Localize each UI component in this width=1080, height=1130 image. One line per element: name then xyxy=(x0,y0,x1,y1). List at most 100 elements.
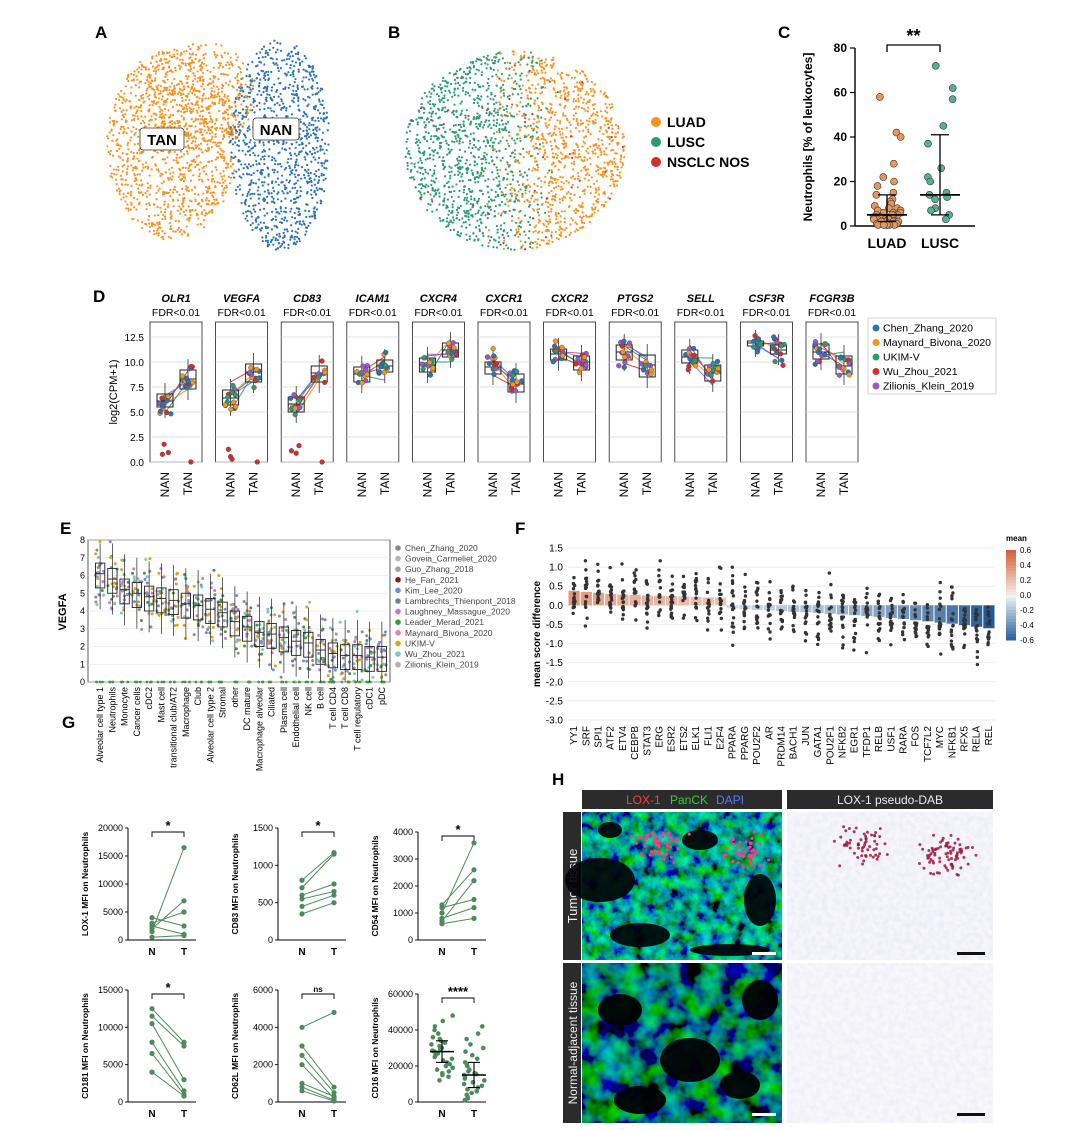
umap-point xyxy=(608,137,611,141)
umap-point xyxy=(200,122,203,125)
data-point xyxy=(583,362,589,368)
umap-point xyxy=(200,44,203,47)
umap-point xyxy=(134,94,137,97)
umap-point xyxy=(126,203,129,206)
data-point xyxy=(559,344,565,351)
umap-point xyxy=(159,57,162,61)
umap-point xyxy=(516,180,519,183)
umap-point xyxy=(187,68,190,71)
umap-point xyxy=(524,189,527,192)
umap-point xyxy=(469,202,472,206)
umap-point xyxy=(191,110,194,113)
umap-point xyxy=(302,122,305,125)
umap-point xyxy=(462,191,465,194)
umap-point xyxy=(294,77,297,81)
umap-point xyxy=(502,88,505,91)
umap-point xyxy=(188,98,191,101)
umap-point xyxy=(493,62,496,65)
umap-point xyxy=(608,197,611,200)
umap-point xyxy=(540,108,543,112)
umap-point xyxy=(184,103,187,107)
umap-point xyxy=(485,136,488,139)
umap-point xyxy=(261,56,264,59)
umap-point xyxy=(154,123,157,126)
y-tick-label: 20 xyxy=(834,175,848,189)
umap-point xyxy=(616,143,619,146)
umap-point xyxy=(229,56,232,59)
umap-point xyxy=(292,198,296,201)
umap-point xyxy=(523,114,526,117)
umap-point xyxy=(605,147,608,150)
umap-point xyxy=(550,189,553,193)
umap-point xyxy=(616,124,620,128)
umap-point xyxy=(299,186,302,189)
umap-point xyxy=(519,188,522,191)
umap-point xyxy=(202,121,205,124)
umap-point xyxy=(582,215,585,218)
umap-point xyxy=(535,131,538,134)
umap-point xyxy=(584,109,587,112)
umap-point xyxy=(438,141,442,145)
umap-point xyxy=(583,159,586,162)
umap-point xyxy=(157,53,160,56)
umap-point xyxy=(449,228,452,232)
umap-point xyxy=(507,120,510,124)
umap-point xyxy=(527,133,530,137)
umap-point xyxy=(194,137,198,140)
umap-point xyxy=(544,219,548,222)
umap-point xyxy=(177,82,180,86)
umap-point xyxy=(237,65,240,69)
umap-point xyxy=(191,83,195,86)
umap-point xyxy=(178,91,181,94)
data-point xyxy=(292,412,298,418)
umap-point xyxy=(460,109,464,112)
umap-point xyxy=(531,112,534,116)
umap-point xyxy=(616,166,619,169)
umap-point xyxy=(162,149,165,153)
umap-point xyxy=(157,232,160,235)
umap-point xyxy=(222,188,225,191)
umap-point xyxy=(408,123,411,126)
umap-point xyxy=(433,164,437,168)
umap-point xyxy=(473,239,476,242)
umap-point xyxy=(294,186,297,189)
umap-point xyxy=(456,116,459,119)
umap-point xyxy=(204,97,207,100)
umap-point xyxy=(504,211,507,214)
gene-label: CXCR1 xyxy=(485,293,522,305)
umap-point xyxy=(152,229,156,232)
umap-point xyxy=(193,158,196,161)
umap-point xyxy=(209,210,212,213)
umap-point xyxy=(582,140,585,143)
umap-point xyxy=(299,189,302,193)
umap-point xyxy=(279,235,282,238)
umap-point xyxy=(154,91,157,94)
umap-point xyxy=(529,136,532,139)
umap-point xyxy=(558,233,561,237)
umap-point xyxy=(473,178,476,181)
umap-point xyxy=(144,66,147,69)
umap-point xyxy=(182,193,185,196)
umap-point xyxy=(294,164,297,167)
umap-point xyxy=(443,96,446,100)
umap-point xyxy=(190,159,193,163)
umap-point xyxy=(604,117,607,120)
umap-point xyxy=(596,198,599,201)
umap-point xyxy=(209,104,212,107)
umap-point xyxy=(495,53,498,56)
umap-point xyxy=(545,124,548,127)
umap-point xyxy=(505,122,508,125)
umap-point xyxy=(211,178,214,181)
umap-point xyxy=(218,181,221,184)
umap-point xyxy=(322,179,325,182)
umap-point xyxy=(487,125,490,128)
umap-point xyxy=(416,123,419,126)
umap-point xyxy=(300,166,304,169)
umap-point xyxy=(509,199,512,202)
umap-point xyxy=(237,122,240,126)
umap-point xyxy=(613,157,616,160)
umap-point xyxy=(524,192,527,195)
umap-point xyxy=(279,207,282,210)
umap-point xyxy=(496,169,499,172)
umap-point xyxy=(470,169,473,172)
